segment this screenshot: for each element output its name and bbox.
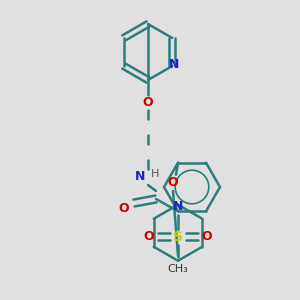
Text: N: N xyxy=(135,170,145,184)
Text: O: O xyxy=(143,95,153,109)
Text: O: O xyxy=(168,176,178,189)
Text: CH₃: CH₃ xyxy=(168,264,188,274)
Text: N: N xyxy=(169,58,179,71)
Text: H: H xyxy=(151,169,159,179)
Text: O: O xyxy=(119,202,129,215)
Text: N: N xyxy=(173,200,183,213)
Text: S: S xyxy=(173,230,183,244)
Text: O: O xyxy=(202,230,212,243)
Text: O: O xyxy=(144,230,154,243)
